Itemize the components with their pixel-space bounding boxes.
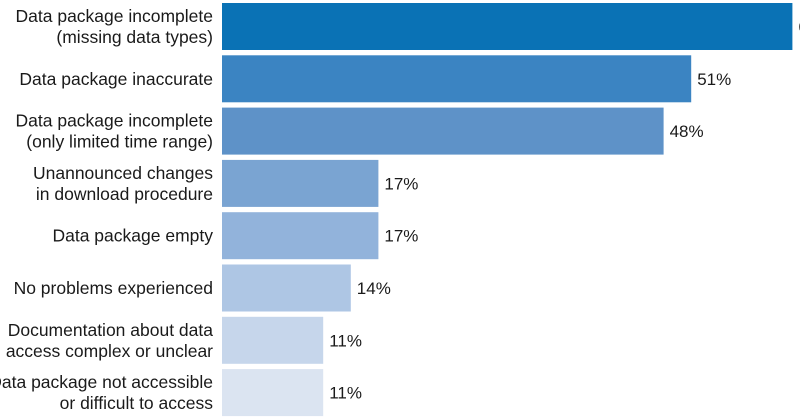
value-label-3: 48% [670, 122, 704, 141]
category-label-6: No problems experienced [14, 278, 213, 298]
value-label-1: 62% [798, 18, 800, 37]
value-label-5: 17% [384, 227, 418, 246]
category-label-7: Documentation about data access complex o… [6, 320, 213, 361]
bar-2 [222, 55, 692, 103]
category-label-5: Data package empty [52, 226, 213, 246]
value-label-7: 11% [329, 331, 362, 350]
bar-3 [222, 107, 664, 155]
category-label-1: Data package incomplete (missing data typ… [16, 6, 213, 47]
bar-5 [222, 212, 379, 260]
category-label-4: Unannounced changes in download procedure [33, 163, 213, 204]
category-label-2: Data package inaccurate [19, 69, 213, 89]
bar-7 [222, 316, 324, 364]
value-label-8: 11% [329, 384, 362, 403]
category-label-3: Data package incomplete (only limited tim… [16, 111, 213, 152]
value-label-2: 51% [697, 70, 731, 89]
bar-6 [222, 264, 351, 312]
bar-1 [222, 3, 793, 50]
value-label-6: 14% [357, 279, 391, 298]
category-label-8: Data package not accessible or difficult … [0, 372, 213, 413]
value-label-4: 17% [384, 174, 418, 193]
bar-4 [222, 159, 379, 207]
bar-8 [222, 369, 324, 417]
